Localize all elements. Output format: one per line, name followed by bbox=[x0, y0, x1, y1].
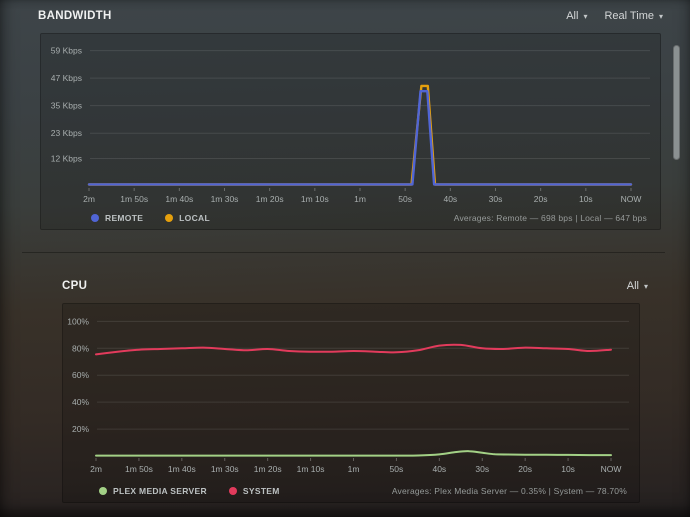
legend-system-label: SYSTEM bbox=[242, 485, 280, 496]
svg-text:59 Kbps: 59 Kbps bbox=[51, 46, 82, 56]
svg-text:23 Kbps: 23 Kbps bbox=[51, 128, 82, 138]
svg-text:35 Kbps: 35 Kbps bbox=[51, 101, 82, 111]
svg-text:40s: 40s bbox=[443, 194, 457, 204]
svg-text:30s: 30s bbox=[489, 194, 503, 204]
bandwidth-timerange-dropdown[interactable]: Real Time ▾ bbox=[604, 10, 663, 22]
legend-item-plex-media-server[interactable]: PLEX MEDIA SERVER bbox=[99, 486, 207, 496]
legend-local-label: LOCAL bbox=[179, 212, 210, 223]
svg-text:40s: 40s bbox=[432, 464, 446, 474]
bandwidth-chart-footer: REMOTE LOCAL Averages: Remote — 698 bps … bbox=[41, 210, 660, 225]
cpu-chart-footer: PLEX MEDIA SERVER SYSTEM Averages: Plex … bbox=[63, 483, 639, 498]
scrollbar[interactable] bbox=[673, 45, 680, 160]
legend-plex-label: PLEX MEDIA SERVER bbox=[113, 485, 207, 496]
chevron-down-icon: ▾ bbox=[583, 11, 588, 21]
bandwidth-averages: Averages: Remote — 698 bps | Local — 647… bbox=[453, 212, 647, 223]
cpu-chart-panel: 100% 80% 60% 40% 20% 2m 1m 50s 1m 40s 1m 30s 1m 2… bbox=[62, 303, 640, 503]
svg-text:NOW: NOW bbox=[601, 464, 622, 474]
bandwidth-title: BANDWIDTH bbox=[38, 10, 112, 22]
svg-text:1m: 1m bbox=[354, 194, 366, 204]
legend-remote-label: REMOTE bbox=[105, 212, 144, 223]
local-series-dot bbox=[165, 213, 174, 222]
svg-text:2m: 2m bbox=[90, 464, 102, 474]
svg-text:60%: 60% bbox=[72, 370, 89, 380]
svg-text:80%: 80% bbox=[72, 343, 89, 353]
chevron-down-icon: ▾ bbox=[643, 281, 648, 291]
legend-item-local[interactable]: LOCAL bbox=[165, 213, 210, 223]
plex-series-dot bbox=[99, 486, 107, 495]
svg-text:1m 40s: 1m 40s bbox=[168, 464, 196, 474]
legend-item-system[interactable]: SYSTEM bbox=[228, 485, 280, 496]
svg-text:10s: 10s bbox=[579, 194, 593, 204]
remote-series-dot bbox=[91, 213, 99, 222]
cpu-averages: Averages: Plex Media Server — 0.35% | Sy… bbox=[391, 485, 627, 496]
svg-text:12 Kbps: 12 Kbps bbox=[51, 153, 82, 163]
cpu-legend: PLEX MEDIA SERVER SYSTEM bbox=[99, 486, 280, 496]
chevron-down-icon: ▾ bbox=[658, 11, 663, 21]
bandwidth-chart-panel: 59 Kbps 47 Kbps 35 Kbps 23 Kbps 12 Kbps 2m 1m … bbox=[40, 33, 661, 230]
svg-text:2m: 2m bbox=[83, 194, 95, 204]
svg-text:1m 40s: 1m 40s bbox=[165, 194, 193, 204]
bandwidth-chart: 59 Kbps 47 Kbps 35 Kbps 23 Kbps 12 Kbps 2m 1m … bbox=[41, 34, 662, 211]
section-divider bbox=[22, 252, 665, 253]
cpu-filter-dropdown[interactable]: All ▾ bbox=[627, 280, 648, 292]
svg-text:NOW: NOW bbox=[621, 194, 642, 204]
svg-text:1m: 1m bbox=[348, 464, 360, 474]
system-series-dot bbox=[228, 486, 237, 495]
svg-text:30s: 30s bbox=[475, 464, 489, 474]
cpu-title: CPU bbox=[62, 280, 88, 292]
svg-text:1m 20s: 1m 20s bbox=[256, 194, 284, 204]
svg-text:1m 50s: 1m 50s bbox=[120, 194, 148, 204]
bandwidth-controls: All ▾ Real Time ▾ bbox=[566, 10, 663, 22]
bandwidth-timerange-label: Real Time bbox=[604, 10, 654, 22]
legend-item-remote[interactable]: REMOTE bbox=[91, 213, 143, 223]
cpu-chart: 100% 80% 60% 40% 20% 2m 1m 50s 1m 40s 1m 30s 1m 2… bbox=[63, 304, 641, 484]
svg-text:1m 10s: 1m 10s bbox=[297, 464, 325, 474]
svg-text:1m 50s: 1m 50s bbox=[125, 464, 153, 474]
svg-text:1m 10s: 1m 10s bbox=[301, 194, 329, 204]
svg-text:100%: 100% bbox=[67, 316, 89, 326]
bandwidth-header: BANDWIDTH All ▾ Real Time ▾ bbox=[38, 7, 663, 25]
cpu-controls: All ▾ bbox=[627, 280, 648, 292]
svg-text:50s: 50s bbox=[390, 464, 404, 474]
svg-text:47 Kbps: 47 Kbps bbox=[51, 73, 82, 83]
svg-text:20%: 20% bbox=[72, 424, 89, 434]
svg-text:40%: 40% bbox=[72, 397, 89, 407]
svg-text:50s: 50s bbox=[398, 194, 412, 204]
cpu-filter-label: All bbox=[626, 280, 639, 292]
bandwidth-legend: REMOTE LOCAL bbox=[91, 213, 210, 223]
bandwidth-filter-dropdown[interactable]: All ▾ bbox=[566, 10, 587, 22]
svg-text:1m 30s: 1m 30s bbox=[211, 194, 239, 204]
cpu-header: CPU All ▾ bbox=[62, 277, 648, 295]
svg-text:1m 20s: 1m 20s bbox=[254, 464, 282, 474]
bandwidth-filter-label: All bbox=[566, 10, 579, 22]
svg-text:1m 30s: 1m 30s bbox=[211, 464, 239, 474]
svg-text:20s: 20s bbox=[518, 464, 532, 474]
svg-text:10s: 10s bbox=[561, 464, 575, 474]
svg-text:20s: 20s bbox=[534, 194, 548, 204]
